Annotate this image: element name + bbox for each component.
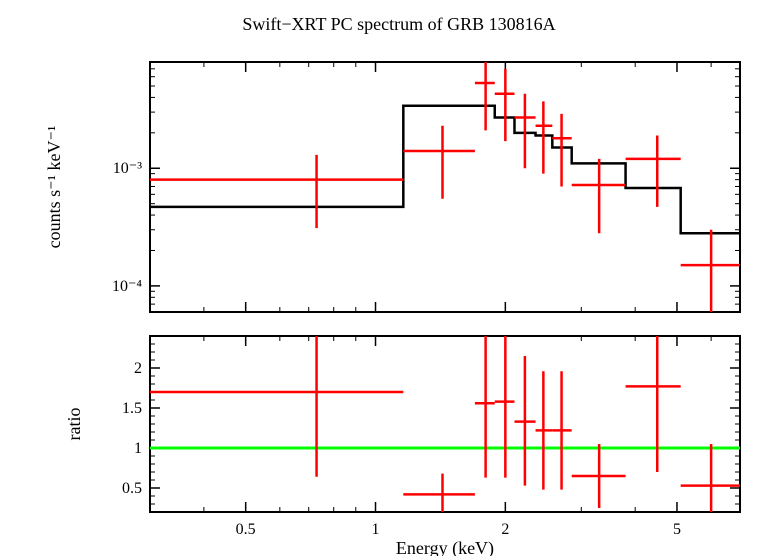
svg-text:counts s⁻¹ keV⁻¹: counts s⁻¹ keV⁻¹ <box>44 126 64 249</box>
svg-text:ratio: ratio <box>64 408 84 441</box>
svg-text:0.5: 0.5 <box>236 521 256 538</box>
svg-text:1: 1 <box>372 521 380 538</box>
svg-text:0.5: 0.5 <box>122 480 142 497</box>
svg-text:10⁻⁴: 10⁻⁴ <box>112 278 142 295</box>
x-axis-label: Energy (keV) <box>396 538 494 556</box>
svg-text:10⁻³: 10⁻³ <box>113 160 142 177</box>
svg-text:1: 1 <box>134 440 142 457</box>
svg-text:1.5: 1.5 <box>122 400 142 417</box>
svg-text:2: 2 <box>501 521 509 538</box>
spectrum-chart: Swift−XRT PC spectrum of GRB 130816A 10⁻⁴… <box>0 0 758 556</box>
chart-title: Swift−XRT PC spectrum of GRB 130816A <box>242 14 555 34</box>
svg-text:2: 2 <box>134 360 142 377</box>
svg-text:5: 5 <box>673 521 681 538</box>
